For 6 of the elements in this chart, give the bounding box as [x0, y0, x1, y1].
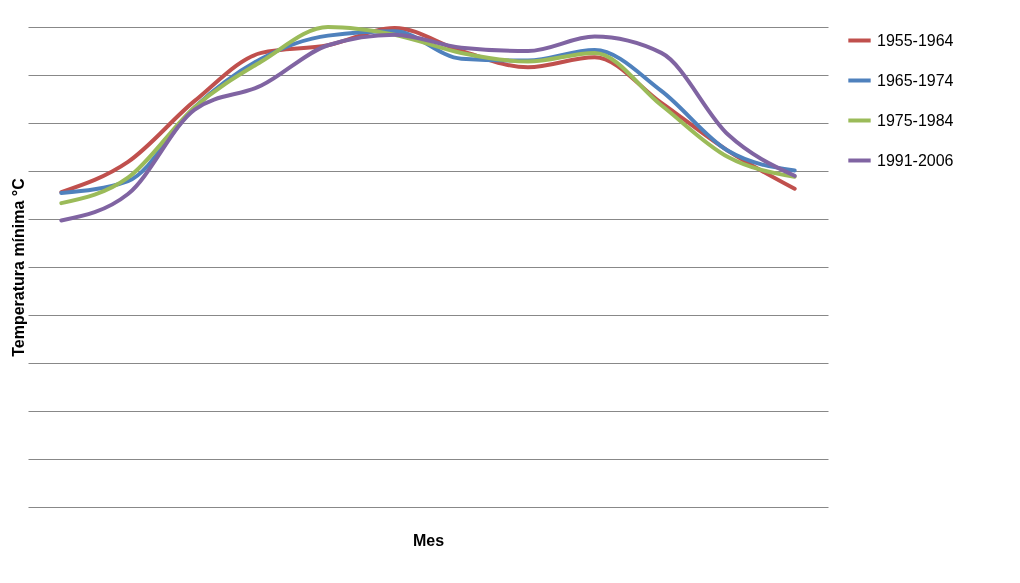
legend-label: 1965-1974 [877, 71, 954, 89]
legend-label: 1975-1984 [877, 111, 954, 129]
legend-label: 1955-1964 [877, 31, 954, 49]
x-axis-title: Mes [412, 531, 445, 549]
y-axis-title: Temperatura mínima °C [9, 177, 27, 357]
legend-label: 1991-2006 [877, 151, 954, 169]
